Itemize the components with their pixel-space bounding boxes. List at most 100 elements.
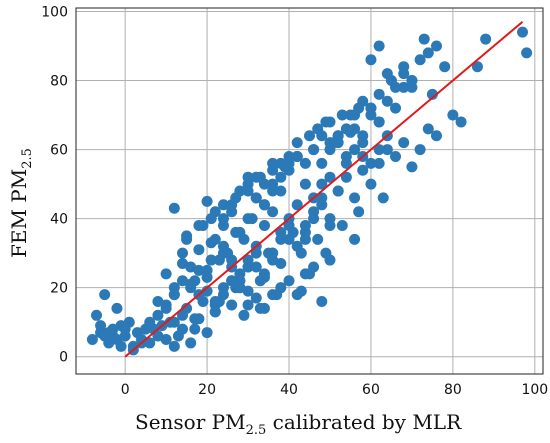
- data-point: [304, 130, 315, 142]
- data-point: [201, 264, 213, 276]
- data-point: [299, 157, 311, 169]
- data-point: [353, 102, 365, 114]
- data-point: [242, 213, 254, 225]
- data-point: [95, 320, 107, 332]
- data-point: [316, 199, 328, 211]
- data-point: [316, 295, 328, 307]
- y-tick-label: 100: [41, 4, 68, 20]
- data-point: [381, 95, 393, 107]
- data-point: [242, 299, 254, 311]
- data-point: [86, 333, 98, 345]
- data-point: [177, 323, 189, 335]
- data-point: [177, 258, 189, 270]
- data-point: [373, 116, 385, 128]
- data-point: [205, 213, 217, 225]
- data-point: [283, 150, 295, 162]
- data-point: [324, 254, 336, 266]
- data-point: [177, 309, 189, 321]
- data-point: [390, 102, 402, 114]
- data-point: [230, 282, 242, 294]
- data-point: [324, 220, 336, 232]
- data-point: [258, 268, 270, 280]
- data-point: [349, 233, 361, 245]
- plot-frame: [75, 7, 544, 375]
- data-point: [365, 54, 377, 66]
- data-point: [201, 327, 213, 339]
- data-point: [90, 309, 102, 321]
- data-point: [242, 261, 254, 273]
- data-point: [185, 337, 197, 349]
- data-point: [377, 192, 389, 204]
- data-point: [283, 275, 295, 287]
- data-point: [258, 199, 270, 211]
- x-axis-label: Sensor PM2.5 calibrated by MLR: [135, 410, 462, 438]
- data-point: [250, 292, 262, 304]
- y-tick-label: 0: [59, 350, 68, 366]
- data-point: [406, 161, 418, 173]
- data-point: [365, 157, 377, 169]
- data-point: [349, 144, 361, 156]
- data-point: [168, 340, 180, 352]
- data-point: [279, 161, 291, 173]
- data-point: [168, 289, 180, 301]
- data-point: [344, 126, 356, 138]
- data-point: [340, 150, 352, 162]
- data-point: [193, 244, 205, 256]
- data-point: [201, 195, 213, 207]
- data-point: [291, 199, 303, 211]
- data-point: [144, 316, 156, 328]
- data-point: [238, 309, 250, 321]
- data-point: [308, 213, 320, 225]
- data-point: [287, 226, 299, 238]
- data-point: [373, 157, 385, 169]
- data-point: [99, 289, 111, 301]
- data-point: [168, 316, 180, 328]
- data-point: [119, 323, 131, 335]
- data-point: [422, 123, 434, 135]
- data-point: [295, 285, 307, 297]
- data-point: [295, 247, 307, 259]
- data-point: [299, 220, 311, 232]
- data-point: [430, 130, 442, 142]
- data-point: [181, 233, 193, 245]
- data-point: [414, 144, 426, 156]
- data-point: [521, 47, 533, 59]
- data-point: [291, 150, 303, 162]
- data-point: [320, 116, 332, 128]
- data-point: [234, 226, 246, 238]
- x-tick-label: 20: [198, 382, 216, 398]
- data-point: [308, 144, 320, 156]
- data-point: [144, 337, 156, 349]
- data-point: [332, 185, 344, 197]
- data-point: [193, 313, 205, 325]
- x-tick-label: 0: [121, 382, 130, 398]
- data-point: [152, 309, 164, 321]
- data-point: [189, 275, 201, 287]
- y-axis-label: FEM PM2.5: [7, 148, 35, 258]
- data-point: [193, 220, 205, 232]
- data-point: [316, 178, 328, 190]
- data-point: [217, 213, 229, 225]
- data-point: [189, 323, 201, 335]
- data-point: [299, 233, 311, 245]
- data-point: [275, 226, 287, 238]
- data-point: [242, 178, 254, 190]
- data-points: [86, 26, 533, 356]
- data-point: [365, 102, 377, 114]
- data-point: [328, 137, 340, 149]
- data-point: [381, 144, 393, 156]
- data-point: [471, 61, 483, 73]
- data-point: [312, 233, 324, 245]
- data-point: [480, 33, 492, 45]
- data-point: [349, 192, 361, 204]
- data-point: [517, 26, 529, 38]
- data-point: [398, 81, 410, 93]
- data-point: [373, 88, 385, 100]
- data-point: [357, 137, 369, 149]
- data-point: [447, 109, 459, 121]
- data-point: [168, 202, 180, 214]
- data-point: [406, 81, 418, 93]
- data-point: [275, 185, 287, 197]
- data-point: [455, 116, 467, 128]
- data-point: [336, 220, 348, 232]
